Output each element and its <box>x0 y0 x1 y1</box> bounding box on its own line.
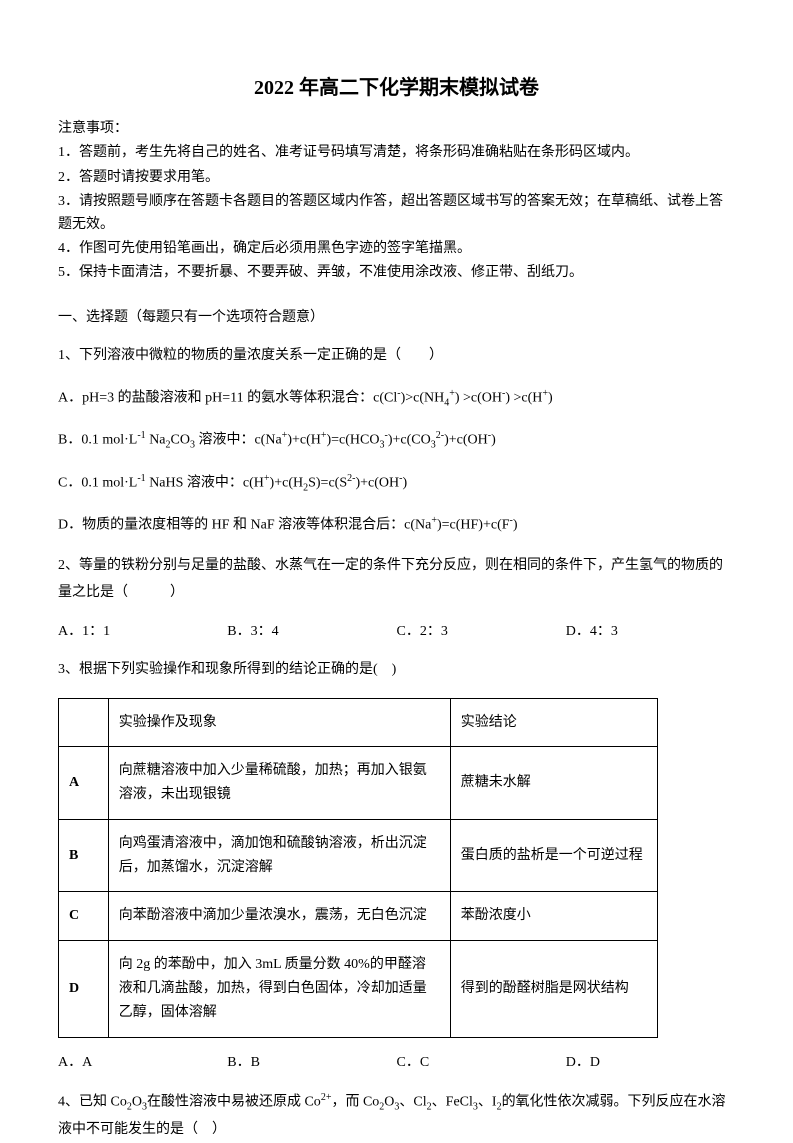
section-header: 一、选择题（每题只有一个选项符合题意） <box>58 307 735 329</box>
table-header-row: 实验操作及现象 实验结论 <box>59 698 658 747</box>
table-row-a-conc: 蔗糖未水解 <box>450 747 657 820</box>
question-3-option-b: B．B <box>227 1052 396 1074</box>
table-row-c-label: C <box>59 892 109 941</box>
table-row-b-op: 向鸡蛋清溶液中，滴加饱和硫酸钠溶液，析出沉淀后，加蒸馏水，沉淀溶解 <box>108 819 450 892</box>
notice-item-5: 5．保持卡面清洁，不要折暴、不要弄破、弄皱，不准使用涂改液、修正带、刮纸刀。 <box>58 262 735 284</box>
question-2-option-c: C．2：3 <box>397 621 566 643</box>
table-row-b-conc: 蛋白质的盐析是一个可逆过程 <box>450 819 657 892</box>
question-1-stem: 1、下列溶液中微粒的物质的量浓度关系一定正确的是（ ） <box>58 343 735 370</box>
table-row-d-conc: 得到的酚醛树脂是网状结构 <box>450 941 657 1037</box>
table-row-c-op: 向苯酚溶液中滴加少量浓溴水，震荡，无白色沉淀 <box>108 892 450 941</box>
question-3-table: 实验操作及现象 实验结论 A 向蔗糖溶液中加入少量稀硫酸，加热；再加入银氨溶液，… <box>58 698 658 1038</box>
table-row: B 向鸡蛋清溶液中，滴加饱和硫酸钠溶液，析出沉淀后，加蒸馏水，沉淀溶解 蛋白质的… <box>59 819 658 892</box>
table-row-d-label: D <box>59 941 109 1037</box>
question-1-option-b: B．0.1 mol·L-1 Na2CO3 溶液中：c(Na+)+c(H+)=c(… <box>58 426 735 454</box>
question-1-option-c: C．0.1 mol·L-1 NaHS 溶液中：c(H+)+c(H2S)=c(S2… <box>58 469 735 497</box>
question-2-option-b: B．3：4 <box>227 621 396 643</box>
notice-item-2: 2．答题时请按要求用笔。 <box>58 167 735 189</box>
table-row-b-label: B <box>59 819 109 892</box>
exam-title: 2022 年高二下化学期末模拟试卷 <box>58 72 735 104</box>
question-4-stem: 4、已知 Co2O3在酸性溶液中易被还原成 Co2+，而 Co2O3、Cl2、F… <box>58 1088 735 1143</box>
table-row-d-op: 向 2g 的苯酚中，加入 3mL 质量分数 40%的甲醛溶液和几滴盐酸，加热，得… <box>108 941 450 1037</box>
table-header-empty <box>59 698 109 747</box>
question-2-option-a: A．1：1 <box>58 621 227 643</box>
table-row-c-conc: 苯酚浓度小 <box>450 892 657 941</box>
question-3-options: A．A B．B C．C D．D <box>58 1052 735 1074</box>
question-2-options: A．1：1 B．3：4 C．2：3 D．4：3 <box>58 621 735 643</box>
notice-item-1: 1．答题前，考生先将自己的姓名、准考证号码填写清楚，将条形码准确粘贴在条形码区域… <box>58 142 735 164</box>
notice-header: 注意事项： <box>58 118 735 140</box>
notice-item-3: 3．请按照题号顺序在答题卡各题目的答题区域内作答，超出答题区域书写的答案无效；在… <box>58 191 735 236</box>
table-row: A 向蔗糖溶液中加入少量稀硫酸，加热；再加入银氨溶液，未出现银镜 蔗糖未水解 <box>59 747 658 820</box>
question-1-option-a: A．pH=3 的盐酸溶液和 pH=11 的氨水等体积混合：c(Cl-)>c(NH… <box>58 384 735 412</box>
table-header-conclusion: 实验结论 <box>450 698 657 747</box>
table-header-operation: 实验操作及现象 <box>108 698 450 747</box>
question-3-stem: 3、根据下列实验操作和现象所得到的结论正确的是( ) <box>58 657 735 684</box>
question-3-option-c: C．C <box>397 1052 566 1074</box>
table-row: C 向苯酚溶液中滴加少量浓溴水，震荡，无白色沉淀 苯酚浓度小 <box>59 892 658 941</box>
question-3-option-d: D．D <box>566 1052 735 1074</box>
table-row-a-label: A <box>59 747 109 820</box>
table-row-a-op: 向蔗糖溶液中加入少量稀硫酸，加热；再加入银氨溶液，未出现银镜 <box>108 747 450 820</box>
question-1-option-d: D．物质的量浓度相等的 HF 和 NaF 溶液等体积混合后：c(Na+)=c(H… <box>58 511 735 539</box>
table-row: D 向 2g 的苯酚中，加入 3mL 质量分数 40%的甲醛溶液和几滴盐酸，加热… <box>59 941 658 1037</box>
question-3-option-a: A．A <box>58 1052 227 1074</box>
notice-item-4: 4．作图可先使用铅笔画出，确定后必须用黑色字迹的签字笔描黑。 <box>58 238 735 260</box>
question-2-stem: 2、等量的铁粉分别与足量的盐酸、水蒸气在一定的条件下充分反应，则在相同的条件下，… <box>58 553 735 606</box>
question-2-option-d: D．4：3 <box>566 621 735 643</box>
